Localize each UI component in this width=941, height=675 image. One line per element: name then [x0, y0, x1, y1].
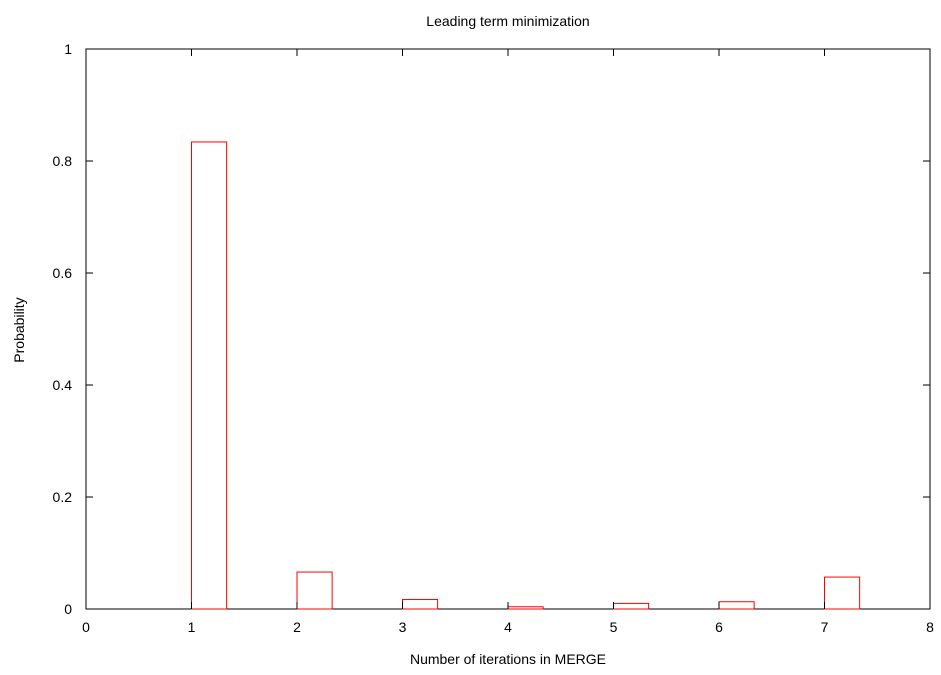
plot-frame — [85, 48, 931, 610]
x-tick-label: 0 — [82, 619, 90, 635]
y-tick-label: 0.6 — [53, 265, 73, 281]
y-tick-label: 0.4 — [53, 377, 73, 393]
bar-5 — [613, 602, 650, 610]
bar-3 — [402, 598, 439, 610]
y-axis-label: Probability — [11, 297, 27, 362]
y-tick-label: 0 — [64, 601, 72, 617]
bar-4 — [507, 606, 544, 610]
ticks: 0 1 2 3 4 5 6 7 8 0 0.2 0.4 0.6 0.8 1 — [53, 41, 935, 635]
axes — [85, 48, 931, 610]
y-tick-label: 1 — [64, 41, 72, 57]
bar-6 — [718, 601, 755, 610]
x-tick-label: 4 — [504, 619, 512, 635]
x-tick-label: 3 — [399, 619, 407, 635]
x-tick-label: 2 — [293, 619, 301, 635]
x-tick-label: 5 — [610, 619, 618, 635]
bars — [191, 141, 861, 610]
bar-1 — [191, 141, 228, 610]
x-axis-label: Number of iterations in MERGE — [410, 651, 606, 667]
x-tick-label: 7 — [821, 619, 829, 635]
y-tick-label: 0.2 — [53, 489, 73, 505]
bar-2 — [296, 571, 333, 610]
chart-title: Leading term minimization — [426, 13, 589, 29]
x-tick-label: 6 — [715, 619, 723, 635]
bar-7 — [824, 576, 861, 610]
x-tick-label: 1 — [188, 619, 196, 635]
y-tick-label: 0.8 — [53, 153, 73, 169]
x-tick-label: 8 — [926, 619, 934, 635]
